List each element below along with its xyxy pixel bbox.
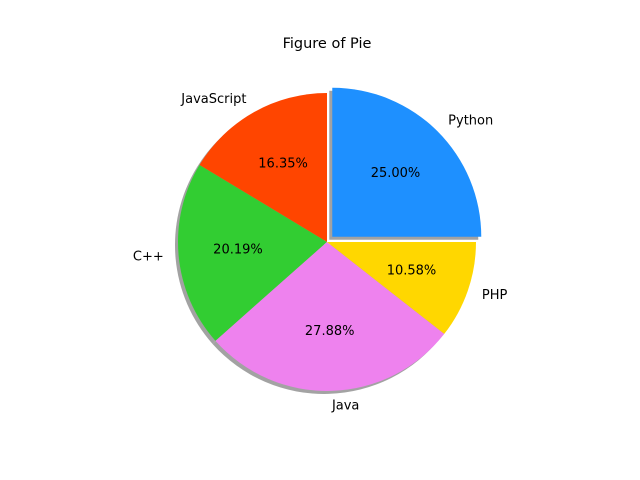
value-label: 16.35% (258, 157, 308, 172)
wedge (327, 242, 476, 334)
slice-label: PHP (482, 288, 508, 303)
value-label: 27.88% (305, 324, 355, 339)
slice-label: JavaScript (180, 92, 246, 107)
value-label: 20.19% (213, 243, 263, 258)
slice-label: C++ (133, 249, 164, 264)
slice-label: Java (331, 398, 359, 413)
value-label: 10.58% (387, 264, 437, 279)
wedge (177, 164, 327, 341)
value-label: 25.00% (371, 166, 421, 181)
slice-label: Python (448, 113, 493, 128)
wedge (332, 87, 482, 237)
chart-title: Figure of Pie (283, 36, 372, 52)
wedge (199, 93, 327, 242)
wedge (215, 242, 445, 391)
